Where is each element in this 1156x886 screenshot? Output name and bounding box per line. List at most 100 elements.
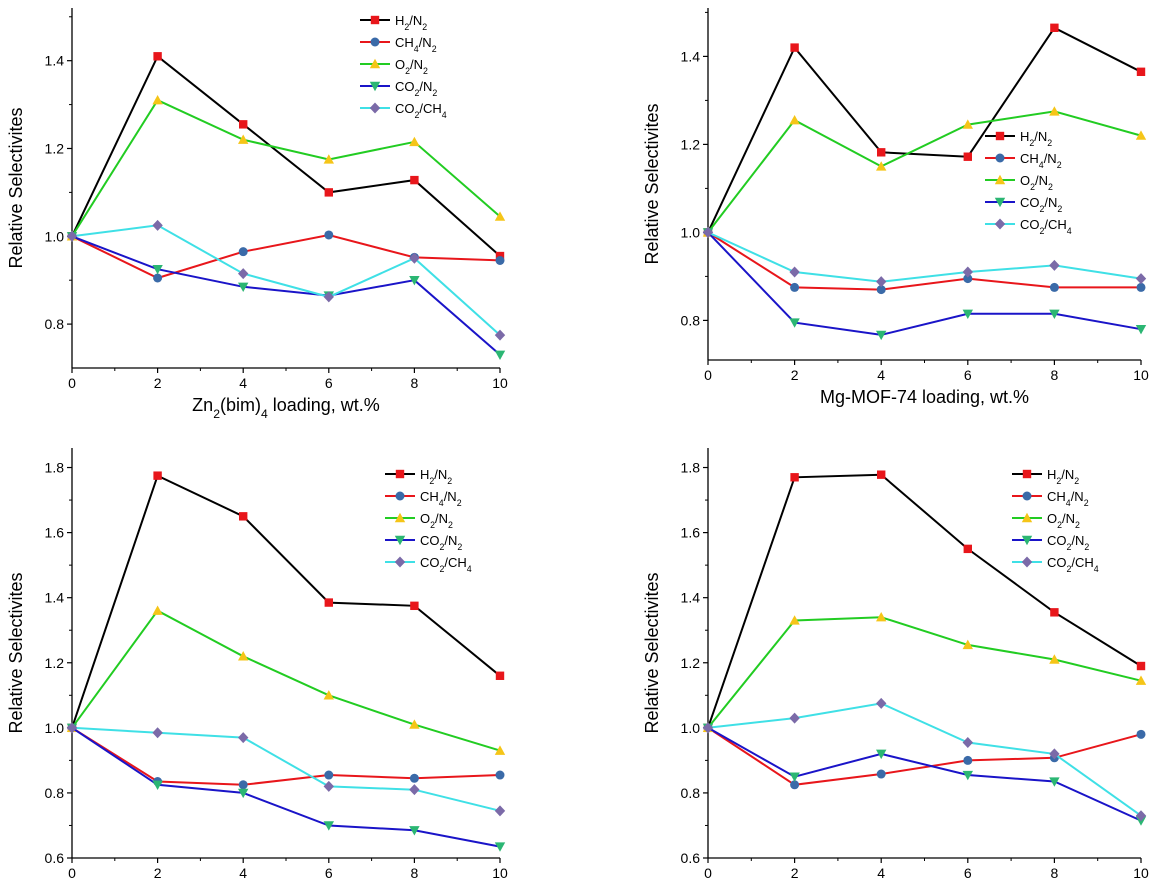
data-point — [876, 697, 887, 709]
y-tick-label: 0.6 — [45, 850, 65, 866]
x-tick-label: 4 — [239, 375, 247, 391]
legend-entry-part: 2 — [1048, 182, 1053, 192]
series-line — [71, 726, 501, 812]
legend-swatch-marker — [1022, 469, 1032, 479]
series-line — [707, 231, 1142, 336]
legend-swatch-marker — [369, 81, 381, 92]
data-point — [789, 266, 800, 278]
data-point — [789, 772, 800, 782]
legend-entry: CO2/CH4 — [1047, 555, 1099, 574]
legend-entry-part: 2 — [405, 66, 410, 76]
legend-entry-part: 2 — [1075, 520, 1080, 530]
data-point — [962, 770, 973, 781]
legend-entry-part: 2 — [1040, 226, 1045, 236]
y-tick-label: 1.2 — [681, 136, 701, 152]
data-point — [495, 255, 505, 265]
series-line — [707, 616, 1142, 729]
legend-entry-part: /N — [435, 511, 448, 526]
x-axis-label: Zn2(bim)4 loading, wt.% — [192, 395, 380, 421]
data-point — [495, 770, 505, 780]
legend-swatch-marker — [395, 491, 405, 501]
legend-entry-part: O — [420, 511, 430, 526]
legend-swatch-marker — [394, 556, 406, 568]
data-point — [1135, 273, 1147, 285]
legend-entry-part: 2 — [457, 498, 462, 508]
legend-entry-part: CO — [395, 79, 415, 94]
x-tick-label: 4 — [877, 865, 885, 881]
data-point — [876, 612, 887, 622]
series-line — [71, 54, 501, 257]
legend-entry-part: 2 — [457, 542, 462, 552]
chart-panel-4: 0 2 4 6 8 10 0.6 0.8 1.0 1.2 1.4 1.6 1.8 Relative Sel… — [642, 448, 1149, 886]
x-axis-label-part: Mg-MOF-74 loading, wt.% — [820, 387, 1029, 407]
series-line — [707, 231, 1141, 291]
legend-entry-part: 2 — [440, 564, 445, 574]
x-tick-label: 0 — [704, 367, 712, 383]
data-point — [1049, 282, 1059, 292]
data-point — [494, 745, 506, 755]
data-point — [238, 780, 248, 790]
x-tick-label: 8 — [1051, 865, 1059, 881]
series-line — [707, 26, 1142, 233]
data-point — [876, 769, 886, 779]
data-point — [410, 601, 419, 611]
x-tick-label: 10 — [492, 375, 508, 391]
series-line — [71, 224, 501, 336]
series-1 — [703, 23, 1146, 237]
x-axis-label: Mg-MOF-74 loading, wt.% — [820, 387, 1029, 407]
legend-entry-part: 2 — [1057, 520, 1062, 530]
x-axis-label-part: loading, wt.% — [268, 395, 380, 415]
legend-swatch-marker — [395, 469, 405, 479]
series-line — [71, 235, 501, 356]
data-point — [963, 755, 973, 765]
data-point — [152, 265, 163, 275]
data-point — [1135, 675, 1147, 685]
y-axis-label: Relative Selectivites — [642, 103, 662, 264]
data-point — [1049, 654, 1060, 664]
legend-entry-part: CO — [395, 101, 415, 116]
chart-panel-3: 0 2 4 6 8 10 0.6 0.8 1.0 1.2 1.4 1.6 1.8 Relative Sel… — [6, 448, 508, 886]
legend-entry-part: /N — [1061, 467, 1074, 482]
legend-entry: CO2/N2 — [1047, 533, 1089, 552]
legend-entry-part: 4 — [1066, 498, 1071, 508]
data-point — [495, 671, 505, 680]
data-point — [238, 268, 249, 280]
data-point — [702, 226, 714, 238]
x-tick-label: 2 — [791, 865, 799, 881]
data-point — [962, 736, 973, 748]
data-point — [153, 273, 163, 283]
data-point — [1050, 23, 1059, 32]
y-tick-label: 1.2 — [45, 140, 65, 156]
y-axis-label: Relative Selectivites — [6, 107, 26, 268]
legend-entry-part: 4 — [1039, 160, 1044, 170]
legend-swatch-marker — [995, 131, 1005, 141]
legend-swatch-marker — [394, 512, 406, 523]
legend-entry: CO2/CH4 — [420, 555, 472, 574]
legend-entry-part: CH — [1020, 151, 1039, 166]
data-point — [324, 770, 334, 780]
data-point — [789, 115, 800, 125]
data-point — [876, 276, 887, 288]
series-line — [71, 726, 501, 848]
legend-entry: CO2/CH4 — [395, 101, 447, 120]
legend-entry: H2/N2 — [395, 13, 427, 32]
y-tick-label: 1.0 — [45, 228, 65, 244]
legend-entry-part: /N — [409, 13, 422, 28]
legend-entry-part: 2 — [1057, 160, 1062, 170]
data-point — [1049, 259, 1060, 271]
x-tick-label: 0 — [68, 375, 76, 391]
data-point — [1135, 325, 1147, 335]
data-point — [963, 152, 972, 161]
data-point — [790, 282, 800, 292]
data-point — [238, 651, 249, 661]
y-tick-label: 1.0 — [45, 720, 65, 736]
series-line — [707, 110, 1142, 234]
legend-entry-part: 2 — [1047, 138, 1052, 148]
data-point — [962, 309, 973, 319]
legend-entry-part: H — [420, 467, 429, 482]
data-point — [1135, 810, 1147, 822]
legend-entry-part: O — [1020, 173, 1030, 188]
series-3 — [66, 605, 506, 755]
legend-entry-part: H — [1047, 467, 1056, 482]
series-line — [71, 233, 501, 280]
